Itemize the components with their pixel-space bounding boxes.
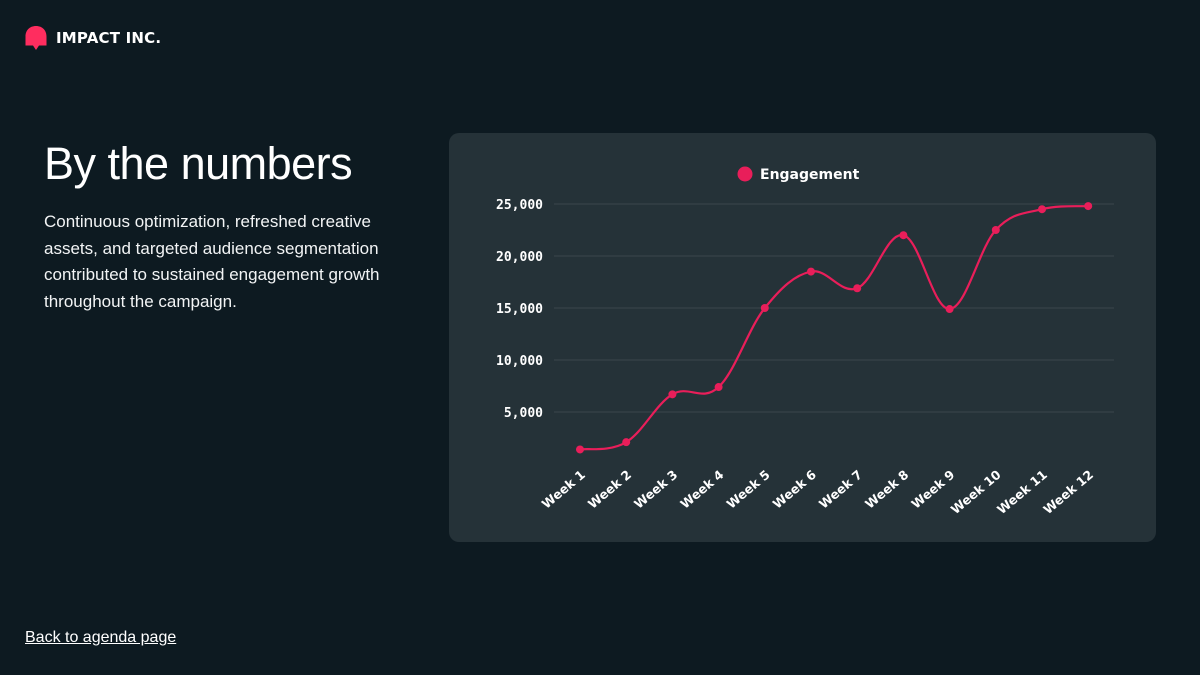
bell-shape-icon <box>25 26 47 50</box>
x-tick-label: Week 4 <box>677 467 726 512</box>
y-tick-label: 15,000 <box>496 302 543 317</box>
y-tick-label: 25,000 <box>496 198 543 213</box>
data-point <box>668 390 677 399</box>
y-tick-label: 5,000 <box>504 406 543 421</box>
x-tick-label: Week 3 <box>631 467 680 512</box>
back-to-agenda-link[interactable]: Back to agenda page <box>25 629 177 646</box>
page-description: Continuous optimization, refreshed creat… <box>44 212 380 311</box>
data-point <box>807 267 815 276</box>
data-point <box>760 304 769 312</box>
data-point <box>622 438 631 447</box>
x-tick-label: Week 12 <box>1040 467 1096 517</box>
x-tick-label: Week 6 <box>770 467 819 512</box>
x-tick-label: Week 10 <box>948 467 1004 517</box>
x-tick-label: Week 1 <box>539 467 588 512</box>
x-tick-label: Week 7 <box>816 467 865 512</box>
data-point <box>1084 202 1093 211</box>
brand: IMPACT INC. <box>24 25 161 51</box>
data-point <box>991 226 1000 234</box>
brand-name: IMPACT INC. <box>56 29 162 47</box>
data-point <box>576 445 584 454</box>
page-title: By the numbers <box>44 138 353 189</box>
data-point <box>714 383 723 392</box>
data-point <box>853 284 862 293</box>
data-point <box>1038 205 1046 214</box>
legend-marker <box>737 166 753 182</box>
y-tick-label: 10,000 <box>496 354 543 369</box>
chart-card: 5,000 10,000 15,000 20,000 25,000 Engagement W… <box>449 133 1156 542</box>
x-tick-label: Week 8 <box>862 467 911 512</box>
data-point <box>899 231 908 240</box>
x-tick-label: Week 5 <box>724 467 773 512</box>
y-tick-label: 20,000 <box>496 250 543 265</box>
legend-label: Engagement <box>760 167 860 183</box>
engagement-chart: 5,000 10,000 15,000 20,000 25,000 Engagement W… <box>496 166 1114 517</box>
data-point <box>945 305 954 314</box>
x-tick-label: Week 2 <box>585 467 634 512</box>
x-tick-label: Week 11 <box>994 467 1050 517</box>
series-line <box>579 204 1089 451</box>
